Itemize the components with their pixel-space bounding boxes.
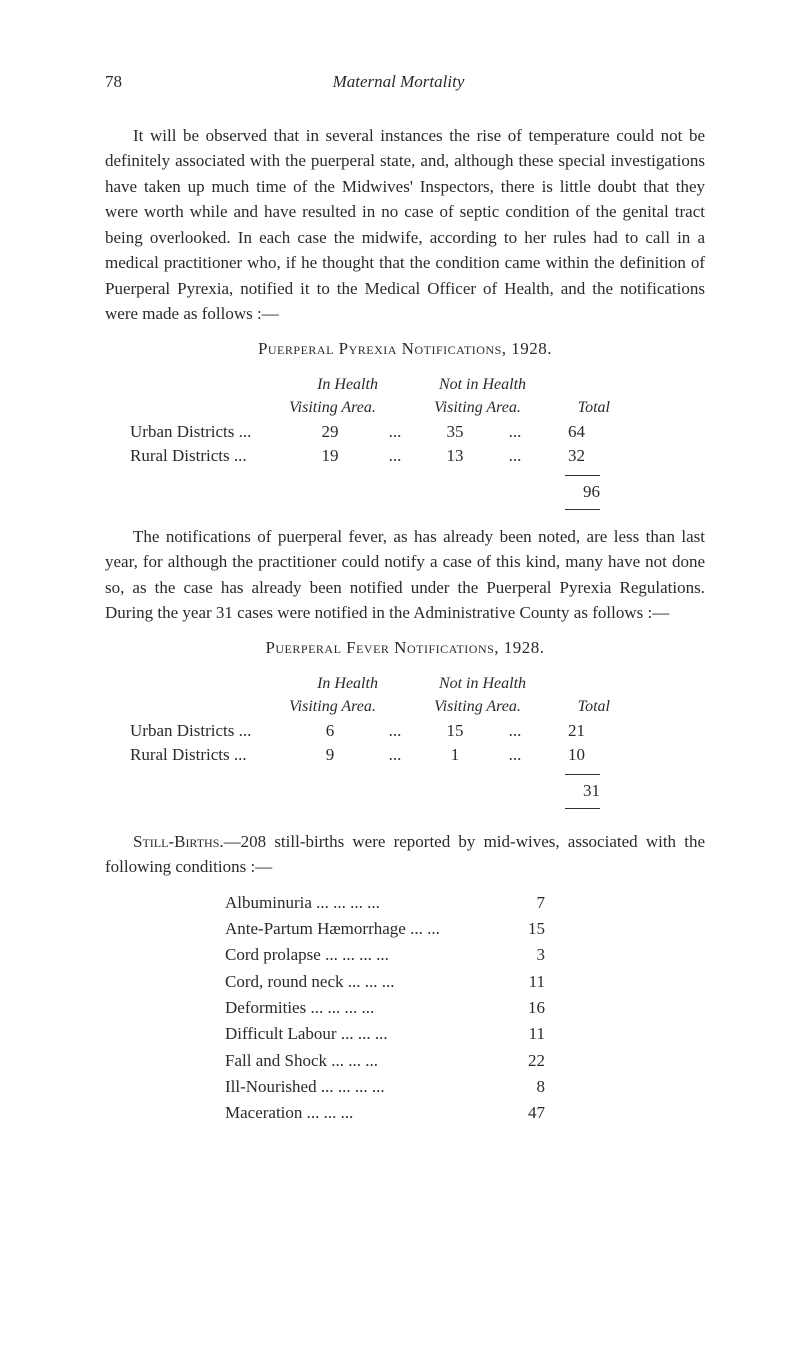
dots: ... bbox=[375, 743, 415, 768]
col-header-2: Not in Health bbox=[415, 373, 550, 396]
list-value: 7 bbox=[505, 890, 545, 916]
para-3-prefix: Still-Births. bbox=[133, 832, 224, 851]
section-2-title: Puerperal Fever Notifications, 1928. bbox=[105, 636, 705, 661]
col-sub-2: Visiting Area. bbox=[405, 695, 550, 718]
row-val-1: 19 bbox=[285, 444, 375, 469]
table-row: Urban Districts ... 6 ... 15 ... 21 bbox=[130, 719, 705, 744]
row-val-1: 9 bbox=[285, 743, 375, 768]
row-val-1: 6 bbox=[285, 719, 375, 744]
row-val-1: 29 bbox=[285, 420, 375, 445]
row-val-2: 35 bbox=[415, 420, 495, 445]
list-item: Ill-Nourished ... ... ... ... 8 bbox=[225, 1074, 705, 1100]
row-label: Urban Districts ... bbox=[130, 719, 285, 744]
rule-line bbox=[565, 774, 600, 775]
list-value: 11 bbox=[505, 1021, 545, 1047]
page-header: 78 Maternal Mortality bbox=[105, 70, 705, 95]
row-val-3: 21 bbox=[535, 719, 585, 744]
list-label: Deformities ... ... ... ... bbox=[225, 995, 505, 1021]
dots: ... bbox=[495, 420, 535, 445]
list-label: Difficult Labour ... ... ... bbox=[225, 1021, 505, 1047]
list-label: Ill-Nourished ... ... ... ... bbox=[225, 1074, 505, 1100]
list-label: Cord, round neck ... ... ... bbox=[225, 969, 505, 995]
column-headers-main: In Health Not in Health bbox=[280, 672, 705, 695]
list-item: Difficult Labour ... ... ... 11 bbox=[225, 1021, 705, 1047]
list-value: 11 bbox=[505, 969, 545, 995]
row-val-3: 32 bbox=[535, 444, 585, 469]
col-sub-3: Total bbox=[550, 396, 610, 419]
list-item: Deformities ... ... ... ... 16 bbox=[225, 995, 705, 1021]
page-number: 78 bbox=[105, 70, 122, 95]
column-headers-sub: Visiting Area. Visiting Area. Total bbox=[260, 695, 705, 718]
rule-line bbox=[565, 509, 600, 510]
col-header-1: In Health bbox=[280, 373, 415, 396]
row-label: Rural Districts ... bbox=[130, 743, 285, 768]
row-val-2: 13 bbox=[415, 444, 495, 469]
rule-line bbox=[565, 808, 600, 809]
dots: ... bbox=[495, 719, 535, 744]
list-value: 22 bbox=[505, 1048, 545, 1074]
table-2-total: 31 bbox=[565, 779, 600, 804]
list-item: Fall and Shock ... ... ... 22 bbox=[225, 1048, 705, 1074]
list-value: 8 bbox=[505, 1074, 545, 1100]
row-val-3: 10 bbox=[535, 743, 585, 768]
list-item: Cord, round neck ... ... ... 11 bbox=[225, 969, 705, 995]
list-item: Cord prolapse ... ... ... ... 3 bbox=[225, 942, 705, 968]
list-value: 3 bbox=[505, 942, 545, 968]
list-value: 47 bbox=[505, 1100, 545, 1126]
dots: ... bbox=[375, 444, 415, 469]
list-label: Albuminuria ... ... ... ... bbox=[225, 890, 505, 916]
row-val-3: 64 bbox=[535, 420, 585, 445]
section-1-title: Puerperal Pyrexia Notifications, 1928. bbox=[105, 337, 705, 362]
row-label: Rural Districts ... bbox=[130, 444, 285, 469]
rule-line bbox=[565, 475, 600, 476]
list-item: Albuminuria ... ... ... ... 7 bbox=[225, 890, 705, 916]
list-label: Maceration ... ... ... bbox=[225, 1100, 505, 1126]
dots: ... bbox=[495, 444, 535, 469]
list-item: Maceration ... ... ... 47 bbox=[225, 1100, 705, 1126]
col-sub-3: Total bbox=[550, 695, 610, 718]
paragraph-1: It will be observed that in several inst… bbox=[105, 123, 705, 327]
list-label: Ante-Partum Hæmorrhage ... ... bbox=[225, 916, 505, 942]
list-item: Ante-Partum Hæmorrhage ... ... 15 bbox=[225, 916, 705, 942]
row-val-2: 15 bbox=[415, 719, 495, 744]
list-label: Fall and Shock ... ... ... bbox=[225, 1048, 505, 1074]
row-label: Urban Districts ... bbox=[130, 420, 285, 445]
table-row: Rural Districts ... 9 ... 1 ... 10 bbox=[130, 743, 705, 768]
table-1-total: 96 bbox=[565, 480, 600, 505]
paragraph-3: Still-Births.—208 still-births were repo… bbox=[105, 829, 705, 880]
paragraph-2: The notifications of puerperal fever, as… bbox=[105, 524, 705, 626]
dots: ... bbox=[495, 743, 535, 768]
table-row: Rural Districts ... 19 ... 13 ... 32 bbox=[130, 444, 705, 469]
table-row: Urban Districts ... 29 ... 35 ... 64 bbox=[130, 420, 705, 445]
list-label: Cord prolapse ... ... ... ... bbox=[225, 942, 505, 968]
col-sub-2: Visiting Area. bbox=[405, 396, 550, 419]
header-title: Maternal Mortality bbox=[122, 70, 675, 95]
col-sub-1: Visiting Area. bbox=[260, 396, 405, 419]
list-value: 16 bbox=[505, 995, 545, 1021]
column-headers-sub: Visiting Area. Visiting Area. Total bbox=[260, 396, 705, 419]
col-header-1: In Health bbox=[280, 672, 415, 695]
list-value: 15 bbox=[505, 916, 545, 942]
dots: ... bbox=[375, 420, 415, 445]
col-sub-1: Visiting Area. bbox=[260, 695, 405, 718]
column-headers-main: In Health Not in Health bbox=[280, 373, 705, 396]
row-val-2: 1 bbox=[415, 743, 495, 768]
col-header-2: Not in Health bbox=[415, 672, 550, 695]
dots: ... bbox=[375, 719, 415, 744]
